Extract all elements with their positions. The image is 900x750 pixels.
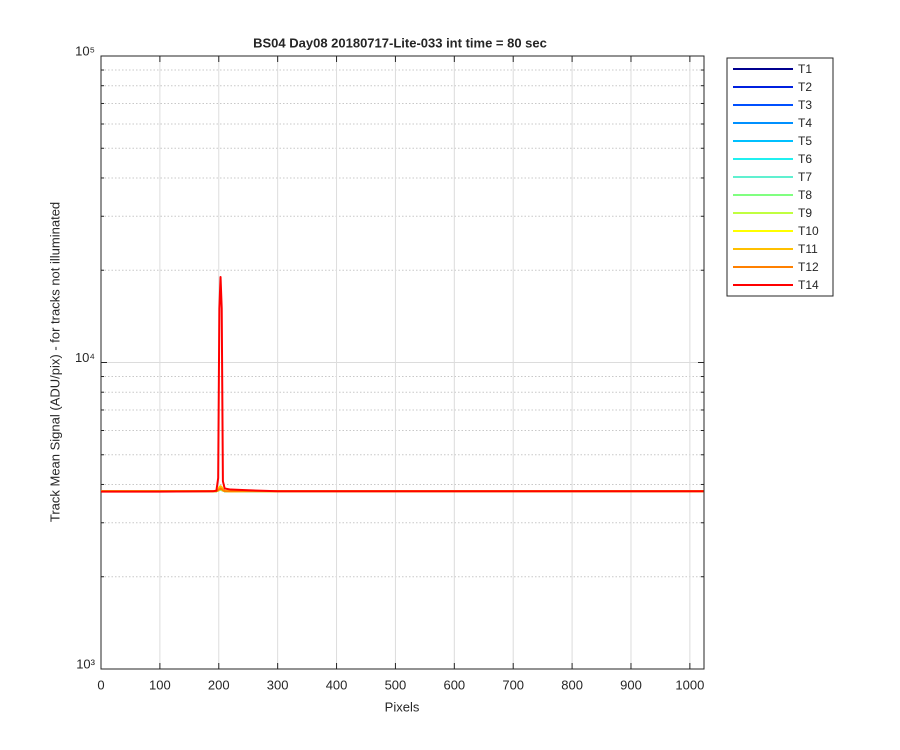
legend-label: T14 xyxy=(798,278,819,292)
y-tick-label: 10⁴ xyxy=(75,350,95,365)
y-tick-label: 10³ xyxy=(76,656,95,671)
legend-label: T8 xyxy=(798,188,812,202)
legend-label: T12 xyxy=(798,260,819,274)
legend-label: T10 xyxy=(798,224,819,238)
x-tick-label: 300 xyxy=(267,677,289,692)
x-tick-label: 900 xyxy=(620,677,642,692)
legend-label: T2 xyxy=(798,80,812,94)
legend-label: T5 xyxy=(798,134,812,148)
legend-label: T11 xyxy=(798,242,818,256)
legend-label: T7 xyxy=(798,170,812,184)
legend-label: T6 xyxy=(798,152,812,166)
x-tick-label: 700 xyxy=(502,677,524,692)
x-tick-label: 800 xyxy=(561,677,583,692)
x-tick-label: 1000 xyxy=(675,677,704,692)
x-tick-label: 0 xyxy=(97,677,104,692)
chart-title: BS04 Day08 20180717-Lite-033 int time = … xyxy=(253,35,547,50)
x-tick-label: 500 xyxy=(385,677,407,692)
legend-label: T9 xyxy=(798,206,812,220)
x-tick-label: 600 xyxy=(443,677,465,692)
legend-label: T1 xyxy=(798,62,812,76)
legend-label: T4 xyxy=(798,116,812,130)
series-line xyxy=(101,276,704,493)
x-tick-label: 400 xyxy=(326,677,348,692)
legend-label: T3 xyxy=(798,98,812,112)
x-tick-label: 200 xyxy=(208,677,230,692)
plot-frame xyxy=(100,55,705,670)
x-axis-label: Pixels xyxy=(385,699,420,714)
y-tick-label: 10⁵ xyxy=(75,43,95,58)
x-tick-label: 100 xyxy=(149,677,171,692)
y-axis-label: Track Mean Signal (ADU/pix) - for tracks… xyxy=(47,202,62,522)
